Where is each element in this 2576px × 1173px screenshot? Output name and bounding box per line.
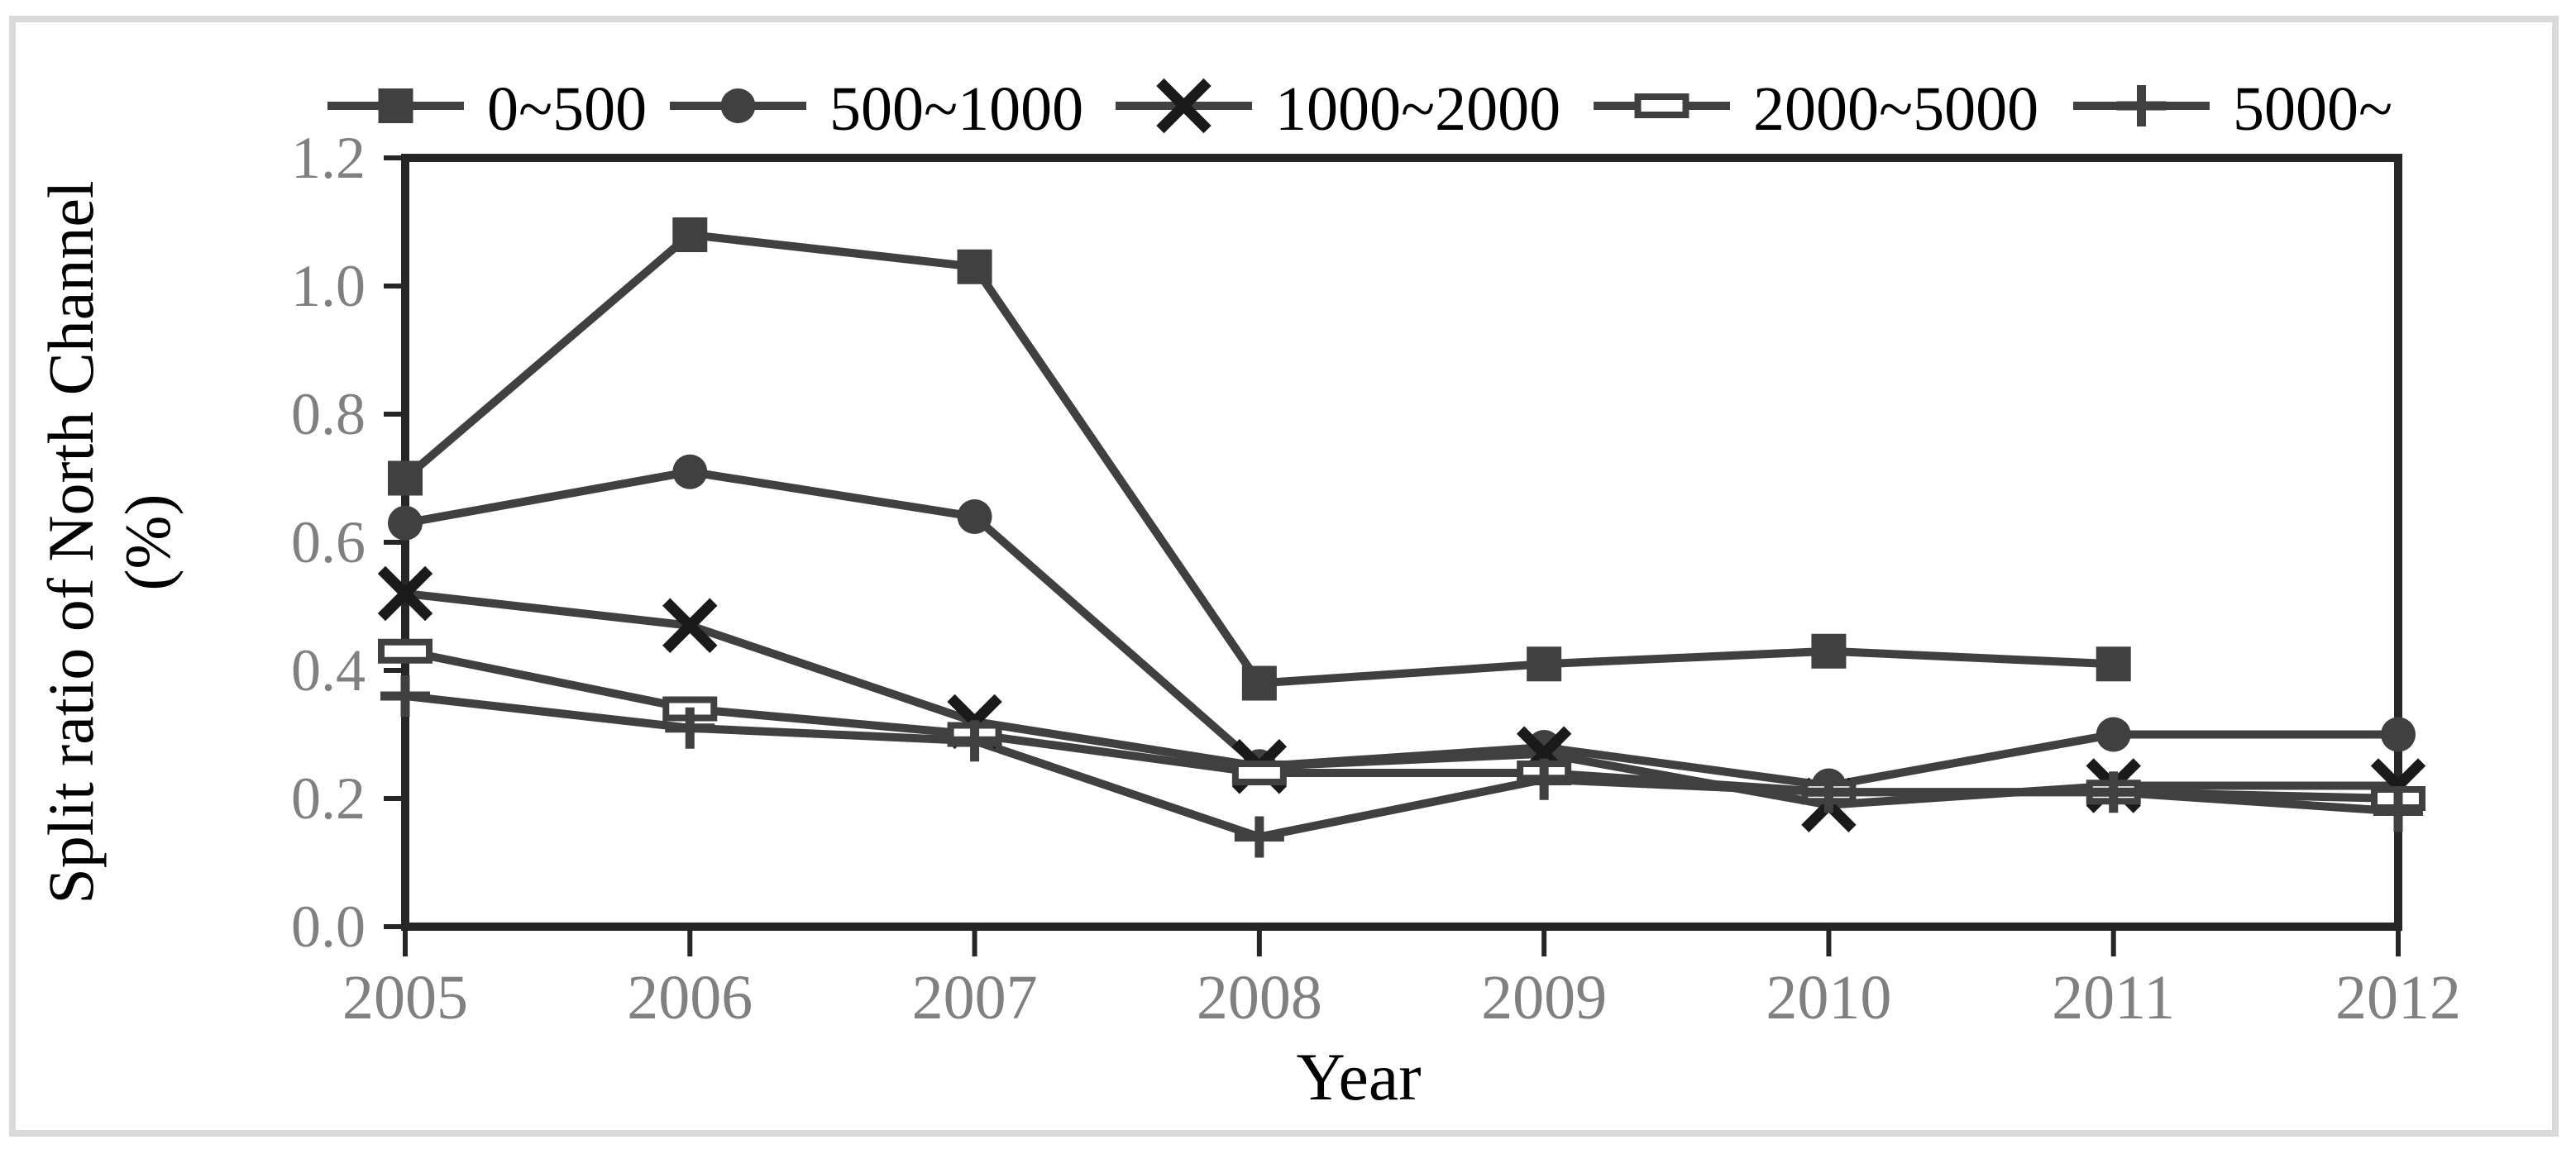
x-marker-icon	[662, 598, 718, 653]
x-tick-label: 2006	[627, 963, 753, 1032]
plus-marker-icon	[1804, 771, 1854, 813]
legend-label: 500~1000	[829, 74, 1083, 144]
x-tick-label: 2005	[342, 963, 468, 1032]
y-tick-label: 1.2	[291, 125, 366, 191]
square-marker-icon	[388, 460, 423, 496]
y-tick-label: 0.4	[291, 637, 366, 703]
x-tick-label: 2011	[2052, 963, 2175, 1032]
legend-label: 1000~2000	[1275, 74, 1560, 144]
plus-marker-icon	[949, 720, 1000, 762]
x-tick-label: 2010	[1766, 963, 1891, 1032]
square-marker-icon	[1811, 633, 1847, 669]
x-tick-label: 2008	[1197, 963, 1322, 1032]
plus-marker-icon	[2116, 85, 2167, 126]
square-marker-icon	[957, 249, 992, 284]
plus-marker-icon	[1519, 758, 1570, 800]
x-marker-icon	[377, 565, 433, 622]
plus-marker-icon	[380, 675, 430, 717]
x-tick-label: 2012	[2335, 963, 2461, 1032]
y-tick-label: 0.0	[291, 894, 366, 960]
square-marker-icon	[672, 217, 708, 252]
dash-marker-icon	[378, 638, 433, 664]
y-tick-label: 1.0	[291, 253, 366, 319]
x-tick-label: 2007	[912, 963, 1038, 1032]
legend-item-2000~5000: 2000~5000	[1594, 74, 2038, 144]
x-marker-icon	[1156, 78, 1212, 134]
y-tick-label: 0.8	[291, 381, 366, 447]
square-marker-icon	[1241, 665, 1277, 701]
plus-marker-icon	[665, 707, 715, 749]
legend-item-500~1000: 500~1000	[670, 74, 1083, 144]
circle-marker-icon	[388, 505, 423, 541]
circle-marker-icon	[957, 499, 992, 534]
legend-label: 0~500	[487, 74, 647, 144]
series-line	[404, 692, 2399, 842]
x-tick-label: 2009	[1481, 963, 1607, 1032]
dash-marker-icon	[1634, 93, 1689, 118]
figure-frame	[9, 16, 2559, 1137]
legend: 0~500 500~1000 1000~2000 2000~5000 5000~	[327, 74, 2392, 144]
y-tick-label: 0.2	[291, 765, 366, 832]
y-axis-title: Split ratio of North Channel	[35, 180, 107, 904]
x-axis-title: Year	[1296, 1039, 1421, 1114]
legend-label: 5000~	[2233, 74, 2392, 144]
plus-marker-icon	[2088, 771, 2139, 813]
series-5000~	[404, 692, 2399, 842]
dash-marker-icon	[1231, 761, 1287, 785]
y-axis-title-units: (%)	[112, 494, 184, 591]
y-axis: 0.0 0.2 0.4 0.6 0.8 1.0 1.2	[291, 125, 405, 960]
circle-marker-icon	[2381, 717, 2416, 752]
legend-item-0~500: 0~500	[327, 74, 647, 144]
x-axis: 2005 2006 2007 2008 2009 2010 2011 2012	[342, 927, 2461, 1032]
series-0~500-markers	[388, 217, 2131, 701]
legend-item-5000~: 5000~	[2073, 74, 2392, 144]
legend-label: 2000~5000	[1753, 74, 2038, 144]
circle-marker-icon	[2096, 717, 2131, 752]
square-marker-icon	[2096, 646, 2131, 682]
legend-item-1000~2000: 1000~2000	[1116, 74, 1560, 144]
circle-marker-icon	[720, 88, 756, 123]
square-marker-icon	[378, 88, 413, 123]
plus-marker-icon	[2373, 790, 2423, 832]
circle-marker-icon	[672, 454, 708, 489]
y-tick-label: 0.6	[291, 509, 366, 575]
square-marker-icon	[1527, 646, 1562, 682]
series-5000~-markers	[380, 675, 2423, 858]
plus-marker-icon	[1234, 816, 1284, 858]
